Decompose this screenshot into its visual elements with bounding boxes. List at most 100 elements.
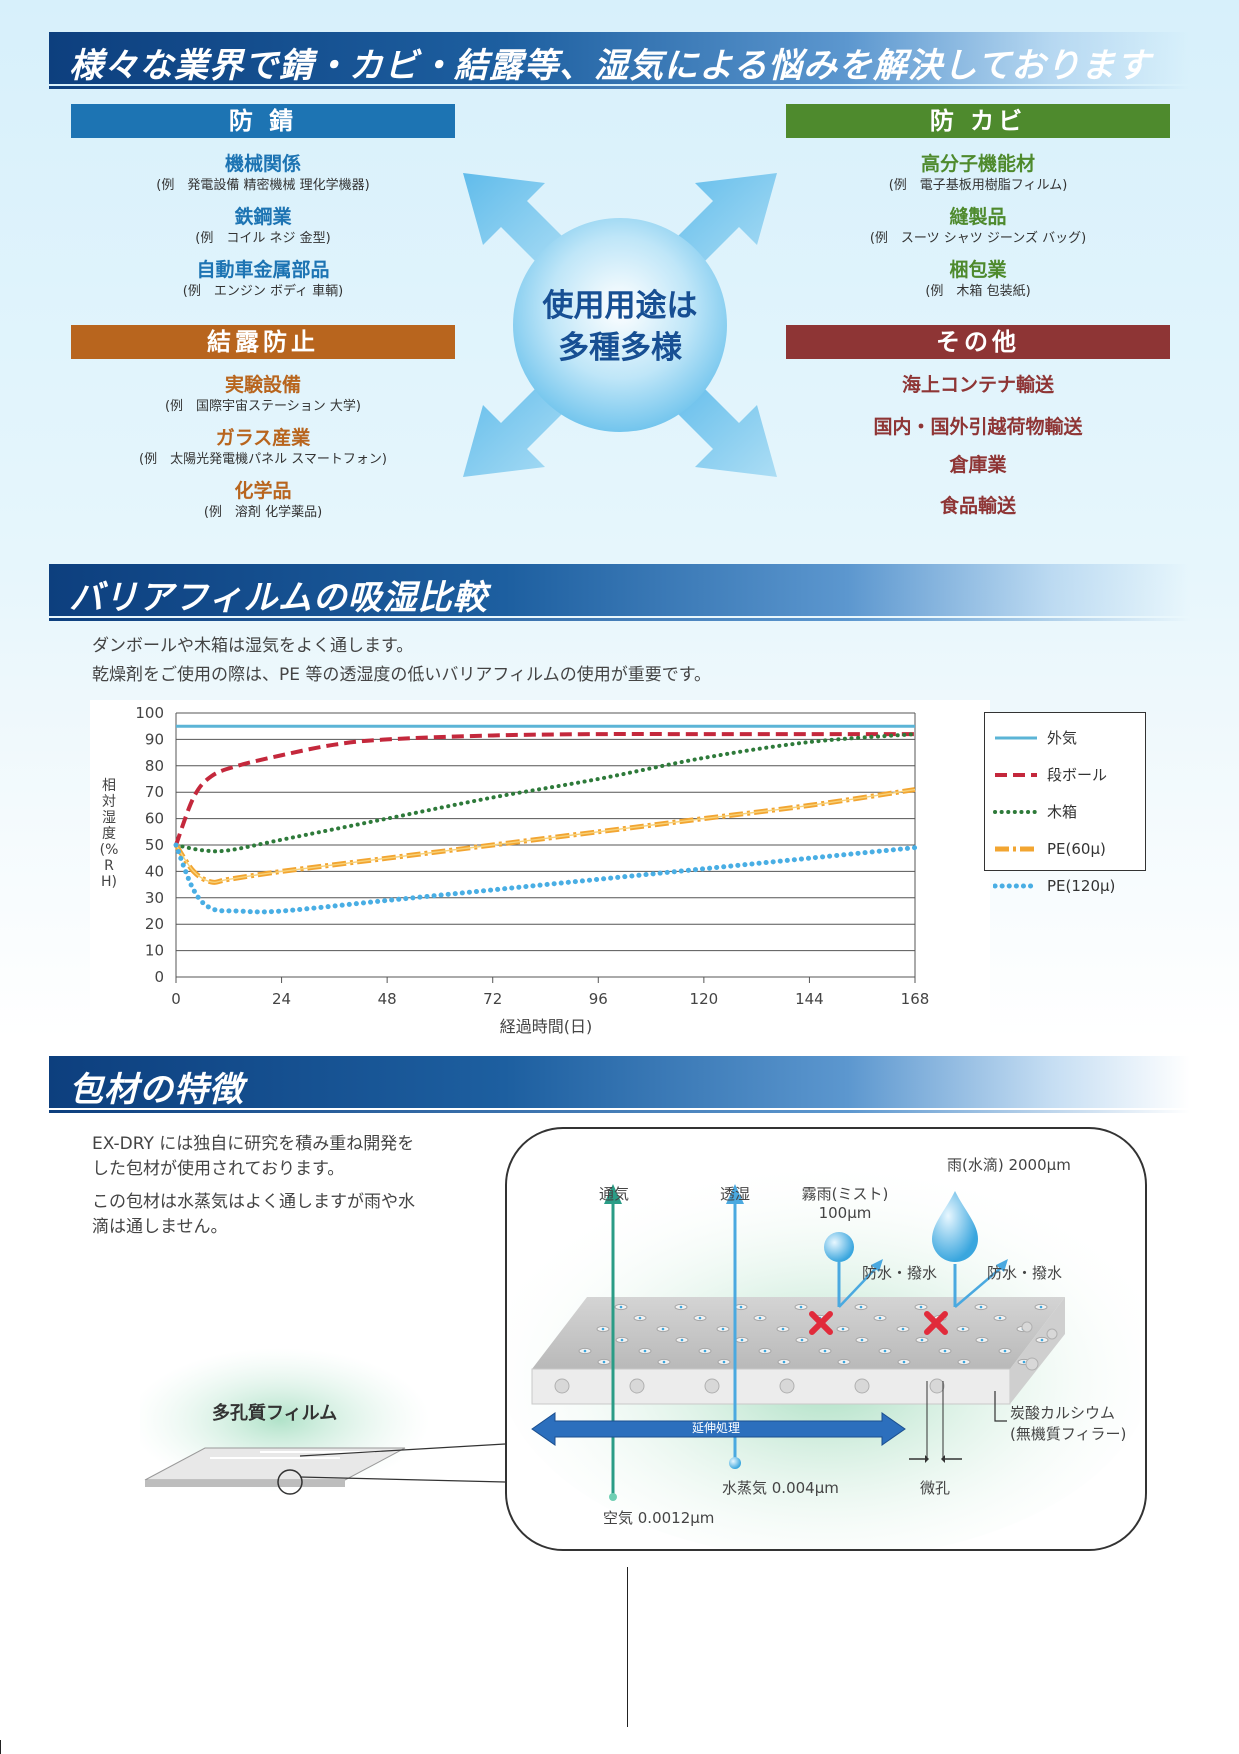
micropore-dot <box>680 1338 684 1342</box>
section3-text-line: 滴は通しません。 <box>92 1217 228 1237</box>
legend-entry: PE(120μ) <box>993 867 1145 904</box>
label-micropore: 微孔 <box>920 1479 951 1497</box>
section3-text-line: EX-DRY には独自に研究を積み重ね開発を <box>92 1134 415 1154</box>
micropore-dot <box>703 1349 707 1353</box>
section3-text-line: この包材は水蒸気はよく通しますが雨や水 <box>92 1192 415 1212</box>
section3-text: EX-DRY には独自に研究を積み重ね開発を した包材が使用されております。 こ… <box>92 1132 415 1240</box>
chart-series-line <box>173 842 918 915</box>
micropore-dot <box>1040 1338 1044 1342</box>
section1-title: 様々な業界で錆・カビ・結露等、湿気による悩みを解決しております <box>69 46 1151 86</box>
micropore-dot <box>781 1327 785 1331</box>
condensation-item-title: 化学品 <box>234 480 292 502</box>
rust-item-title: 自動車金属部品 <box>196 259 330 281</box>
humidity-chart: 0 10 20 30 40 50 60 70 80 90 100 0 24 48 72 96 120 144 16… <box>135 704 929 1008</box>
other-item: 食品輸送 <box>939 495 1016 517</box>
mold-item-title: 梱包業 <box>949 259 1007 281</box>
micropore-dot <box>979 1305 983 1309</box>
banner-underline <box>49 86 1190 89</box>
other-list: 海上コンテナ輸送 国内・国外引越荷物輸送 倉庫業 食品輸送 <box>786 373 1170 518</box>
other-header: その他 <box>786 325 1170 359</box>
micropore-dot <box>763 1349 767 1353</box>
film-edge <box>145 1480 345 1487</box>
label-vapor: 水蒸気 0.004μm <box>722 1479 839 1497</box>
condensation-item-example: (例 太陽光発電機パネル スマートフォン) <box>139 452 387 467</box>
condensation-header: 結露防止 <box>71 325 455 359</box>
section3-banner: 包材の特徴 <box>49 1056 1190 1113</box>
condensation-item-example: (例 国際宇宙ステーション 大学) <box>164 399 362 414</box>
chart-x-tick-label: 120 <box>690 990 719 1008</box>
legend-swatch <box>993 809 1039 814</box>
chart-y-tick-label: 50 <box>145 836 164 854</box>
micropore-dot <box>919 1305 923 1309</box>
chart-ylabel: 相対湿度(%RH) <box>99 778 119 890</box>
micropore-dot <box>638 1316 642 1320</box>
label-mist-b: 100μm <box>818 1204 872 1222</box>
filler-leader-line <box>994 1391 1007 1422</box>
micropore-dot <box>901 1327 905 1331</box>
raindrop-icon <box>932 1191 978 1262</box>
legend-entry: 外気 <box>993 719 1145 756</box>
mold-item-example: (例 木箱 包装紙) <box>925 284 1031 299</box>
micropore-dot <box>722 1360 726 1364</box>
micropore-dot <box>878 1316 882 1320</box>
micropore-dot <box>740 1338 744 1342</box>
micropore-dot <box>662 1360 666 1364</box>
legend-entry: 木箱 <box>993 793 1145 830</box>
chart-x-tick-label: 96 <box>589 990 608 1008</box>
micropore-dot <box>601 1327 605 1331</box>
center-text: 使用用途は 多種多様 <box>520 285 720 369</box>
micropore-dot <box>679 1305 683 1309</box>
condensation-item-title: ガラス産業 <box>215 427 311 449</box>
mold-item-example: (例 スーツ シャツ ジーンズ バッグ) <box>869 231 1087 246</box>
porous-film-illustration <box>140 1348 506 1495</box>
section2-text: ダンボールや木箱は湿気をよく通します。 乾燥剤をご使用の際は、PE 等の透湿度の… <box>92 632 711 690</box>
trim-mark <box>0 1740 1 1754</box>
label-permeation: 透湿 <box>720 1185 751 1203</box>
mold-item-example: (例 電子基板用樹脂フィルム) <box>888 178 1068 193</box>
chart-x-tick-label: 0 <box>171 990 181 1008</box>
label-rain: 雨(水滴) 2000μm <box>947 1156 1071 1174</box>
label-filler-a: 炭酸カルシウム <box>1010 1404 1116 1422</box>
arrow-down-left-icon <box>463 377 573 477</box>
chart-xlabel: 経過時間(日) <box>499 1017 593 1036</box>
micropore-dot <box>1022 1360 1026 1364</box>
micropore-dot <box>1039 1305 1043 1309</box>
arrow-up-icon <box>726 1184 744 1204</box>
micropore-dot <box>643 1349 647 1353</box>
micropore-dot <box>902 1360 906 1364</box>
chart-y-tick-label: 20 <box>145 915 164 933</box>
label-mist-a: 霧雨(ミスト) <box>801 1185 889 1203</box>
stretch-arrow <box>531 1412 906 1446</box>
legend-swatch <box>995 772 1037 777</box>
mold-item-title: 縫製品 <box>949 206 1007 228</box>
magnify-circle <box>277 1469 303 1495</box>
block-x-icon <box>809 1311 833 1335</box>
film-label: 多孔質フィルム <box>212 1403 338 1424</box>
legend-label: PE(60μ) <box>1047 839 1106 858</box>
section2-title: バリアフィルムの吸湿比較 <box>69 578 488 618</box>
condensation-list: 実験設備 (例 国際宇宙ステーション 大学) ガラス産業 (例 太陽光発電機パネ… <box>71 363 455 522</box>
micropore-dot <box>620 1338 624 1342</box>
micropore-dot <box>961 1327 965 1331</box>
micropore-dot <box>823 1349 827 1353</box>
micropore-dot <box>841 1327 845 1331</box>
micropore-dot <box>860 1338 864 1342</box>
micropore-dot <box>698 1316 702 1320</box>
film-side-face <box>1010 1297 1065 1404</box>
chart-y-tick-label: 70 <box>145 783 164 801</box>
section1-banner: 様々な業界で錆・カビ・結露等、湿気による悩みを解決しております <box>49 32 1190 89</box>
micropore-dot <box>721 1327 725 1331</box>
micropore-dot <box>782 1360 786 1364</box>
micropore-dot <box>800 1338 804 1342</box>
section3-title: 包材の特徴 <box>69 1070 244 1110</box>
label-filler: 炭酸カルシウム (無機質フィラー) <box>1010 1402 1126 1444</box>
micropore-dot <box>799 1305 803 1309</box>
cross-section-diagram <box>507 1159 1145 1549</box>
arrow-up-icon <box>604 1184 622 1204</box>
chart-series-line-highlight <box>175 788 916 884</box>
air-particle <box>609 1493 617 1501</box>
section2-text-line: 乾燥剤をご使用の際は、PE 等の透湿度の低いバリアフィルムの使用が重要です。 <box>92 665 712 685</box>
micropore-dot <box>883 1349 887 1353</box>
micropore-dot <box>842 1360 846 1364</box>
block-x-icon <box>924 1311 948 1335</box>
